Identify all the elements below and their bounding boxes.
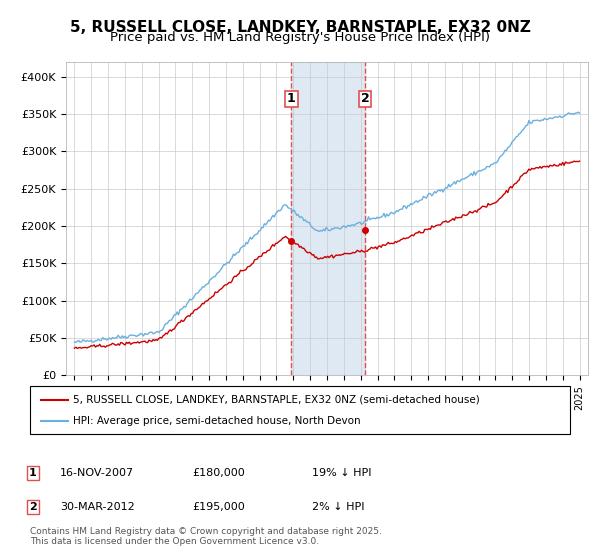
Text: 5, RUSSELL CLOSE, LANDKEY, BARNSTAPLE, EX32 0NZ (semi-detached house): 5, RUSSELL CLOSE, LANDKEY, BARNSTAPLE, E… xyxy=(73,395,480,405)
Text: 16-NOV-2007: 16-NOV-2007 xyxy=(60,468,134,478)
Text: 2: 2 xyxy=(361,92,369,105)
Text: 30-MAR-2012: 30-MAR-2012 xyxy=(60,502,135,512)
Text: £180,000: £180,000 xyxy=(192,468,245,478)
FancyBboxPatch shape xyxy=(30,386,570,434)
Text: 19% ↓ HPI: 19% ↓ HPI xyxy=(312,468,371,478)
Text: 1: 1 xyxy=(29,468,37,478)
Text: 5, RUSSELL CLOSE, LANDKEY, BARNSTAPLE, EX32 0NZ: 5, RUSSELL CLOSE, LANDKEY, BARNSTAPLE, E… xyxy=(70,20,530,35)
Bar xyxy=(292,62,365,375)
Text: 1: 1 xyxy=(287,92,296,105)
Text: Contains HM Land Registry data © Crown copyright and database right 2025.
This d: Contains HM Land Registry data © Crown c… xyxy=(30,526,382,546)
Text: 2: 2 xyxy=(29,502,37,512)
Text: Price paid vs. HM Land Registry's House Price Index (HPI): Price paid vs. HM Land Registry's House … xyxy=(110,31,490,44)
Text: £195,000: £195,000 xyxy=(192,502,245,512)
Text: HPI: Average price, semi-detached house, North Devon: HPI: Average price, semi-detached house,… xyxy=(73,416,361,426)
Text: 2% ↓ HPI: 2% ↓ HPI xyxy=(312,502,365,512)
